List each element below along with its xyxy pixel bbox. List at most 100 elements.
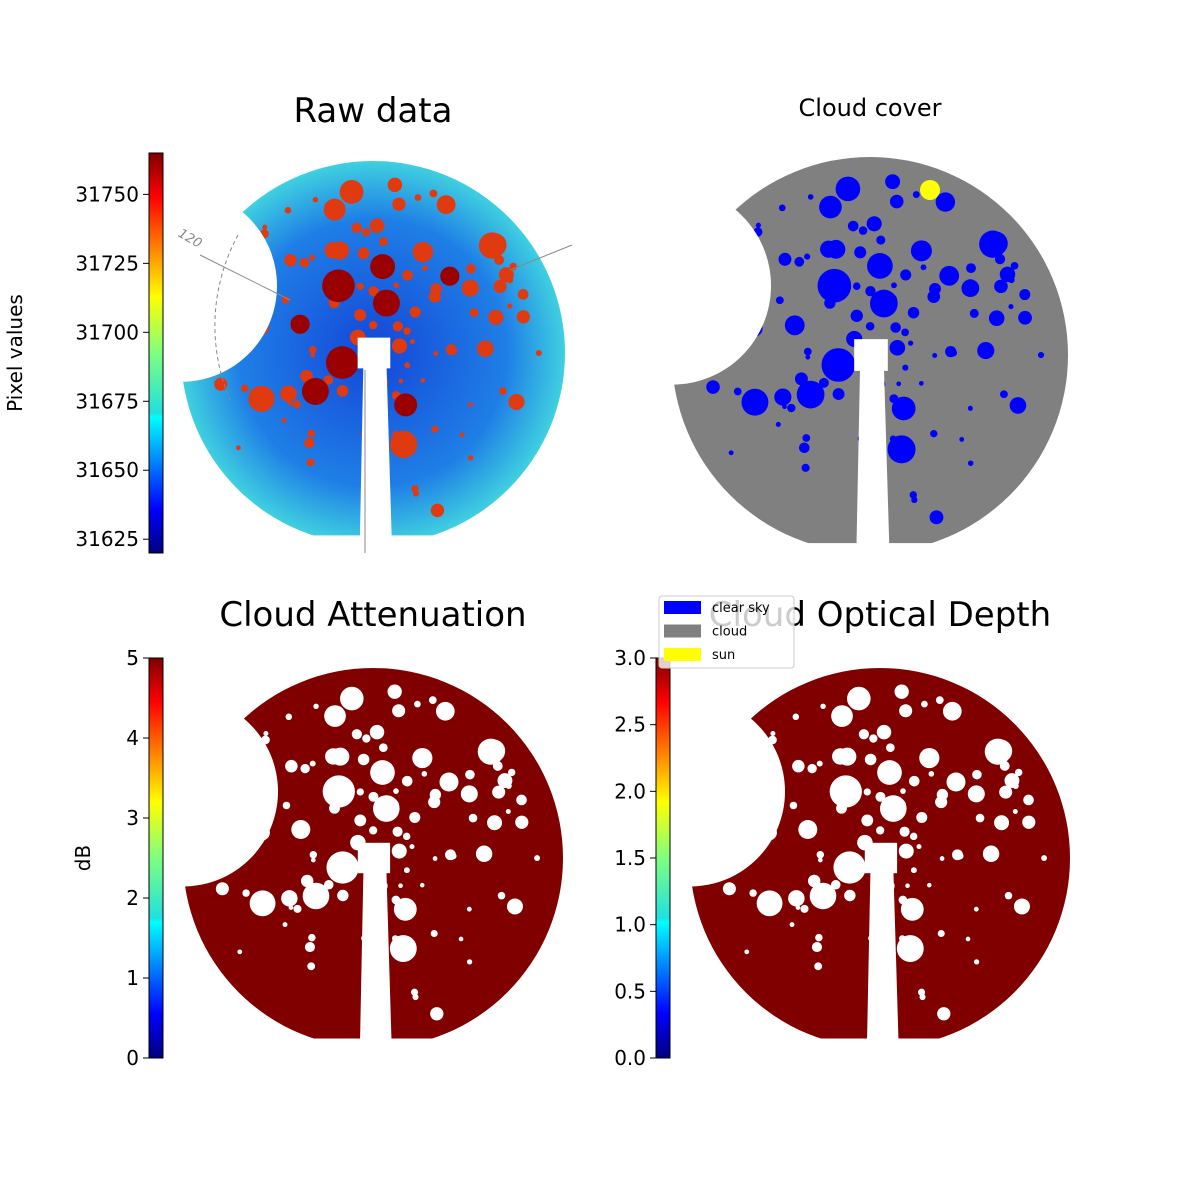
blob [877,760,902,785]
blob [910,240,932,262]
colorbar-tick-label: 1.0 [614,913,646,937]
blob [966,263,976,274]
legend: clear sky cloud sun [658,595,795,669]
blob [1041,855,1048,862]
blob [988,310,1005,327]
blob [515,815,529,829]
blob [999,266,1016,283]
blob [889,194,904,209]
blob [309,760,316,767]
blob [392,826,403,837]
blob [867,253,893,279]
blob [894,684,909,699]
blob [499,387,507,395]
blob [1022,815,1036,829]
blob [999,390,1008,399]
blob [900,897,924,921]
colorbar [148,152,164,554]
blob [469,308,479,318]
blob [918,380,924,386]
blob [865,321,875,331]
blob [262,224,268,230]
blob [972,769,982,780]
blob [307,962,316,971]
blob [794,256,805,267]
blob [214,377,228,391]
blob [994,253,1006,265]
blob [910,867,917,874]
blob [896,935,924,962]
blob [310,857,316,863]
sun [920,180,940,200]
blob [952,849,963,861]
blob [465,769,475,780]
blob [354,814,367,827]
blob [901,328,909,337]
blob [907,307,920,319]
blob [419,882,425,888]
mask [864,842,898,874]
blob [535,350,542,357]
blob [304,437,315,449]
blob [325,346,359,379]
blob [429,189,438,198]
blob [330,241,350,260]
blob [803,347,812,356]
blob [912,191,920,199]
mask [357,337,391,369]
mask [667,543,1073,563]
blob [393,282,400,289]
blob [357,247,370,260]
colorbar-tick-label: 3 [126,806,139,830]
blob [1019,289,1031,301]
blob [994,279,1008,294]
colorbar-tick-label: 2.5 [614,713,646,737]
blob [281,417,287,423]
mask [176,535,570,555]
blob [935,696,944,705]
blob [466,959,473,965]
mask [178,1038,568,1058]
blob [921,700,928,708]
colorbar-label: dB [71,845,95,871]
blob [850,309,863,322]
blob [831,879,841,890]
blob [852,692,861,701]
blob [404,362,411,369]
blob [1004,891,1013,900]
blob [392,197,406,211]
blob [429,788,442,801]
panel-title: Raw data [294,91,453,131]
blob [369,724,385,740]
blob [284,207,292,214]
blob [815,933,823,942]
blob [969,308,979,318]
blob [459,432,465,438]
blob [902,364,909,371]
blob [982,845,1000,863]
blob [841,182,851,192]
colorbar-tick-label: 2 [126,886,139,910]
blob [965,936,971,942]
blob [281,890,298,907]
blob [929,283,941,295]
blob [936,788,949,801]
blob [866,216,882,232]
blob [1013,898,1030,915]
blob [807,763,817,774]
blob [337,889,349,902]
blob [391,338,408,354]
blob [312,196,319,203]
blob [369,826,378,835]
blob [240,384,249,393]
blob [412,747,433,769]
blob [299,257,310,268]
blob [313,703,319,709]
blob [939,265,960,286]
blob [351,729,362,740]
blob [306,458,315,467]
blob [387,177,403,193]
blob [387,684,402,699]
blob [412,241,434,263]
blob [310,352,316,358]
